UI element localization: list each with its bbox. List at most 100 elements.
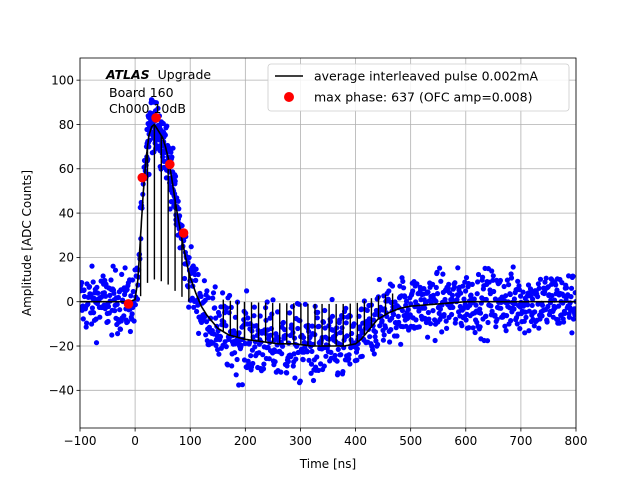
sample-point-40 xyxy=(93,340,100,346)
sample-point-1075 xyxy=(521,318,527,324)
sample-point-651 xyxy=(346,352,352,358)
sample-point-362 xyxy=(227,292,233,299)
sample-point-337 xyxy=(216,312,222,318)
sample-point-1119 xyxy=(539,302,546,308)
sample-point-759 xyxy=(391,311,397,318)
sample-point-72 xyxy=(107,292,113,298)
sample-point-575 xyxy=(315,309,321,315)
sample-point-646 xyxy=(344,333,350,339)
sample-point-864 xyxy=(434,269,440,275)
sample-point-307 xyxy=(204,288,210,294)
sample-point-1158 xyxy=(556,303,562,309)
sample-point-351 xyxy=(222,339,228,345)
max-phase-marker-4 xyxy=(178,228,189,238)
sample-point-328 xyxy=(213,315,219,321)
sample-point-724 xyxy=(376,276,382,283)
sample-point-34 xyxy=(91,295,97,301)
sample-point-1281 xyxy=(170,199,176,205)
sample-point-131 xyxy=(131,318,137,324)
sample-point-926 xyxy=(460,283,466,289)
sample-point-1095 xyxy=(530,296,536,302)
sample-point-442 xyxy=(260,352,266,358)
sample-point-969 xyxy=(477,310,484,316)
sample-point-518 xyxy=(291,351,297,357)
channel-label: Ch000 10dB xyxy=(109,101,186,116)
sample-point-1042 xyxy=(508,318,514,324)
sample-point-1232 xyxy=(153,100,159,106)
sample-point-886 xyxy=(443,318,449,324)
sample-point-30 xyxy=(89,305,95,311)
sample-point-986 xyxy=(484,338,491,344)
sample-point-1050 xyxy=(511,306,517,312)
sample-point-573 xyxy=(314,354,320,360)
sample-point-1177 xyxy=(563,285,570,291)
sample-point-934 xyxy=(463,317,469,323)
sample-point-1099 xyxy=(531,323,537,329)
sample-point-595 xyxy=(323,353,329,359)
sample-point-400 xyxy=(242,340,248,347)
sample-point-340 xyxy=(217,334,224,340)
sample-point-1170 xyxy=(561,319,567,325)
sample-point-591 xyxy=(321,363,327,369)
sample-point-924 xyxy=(459,323,465,329)
sample-point-101 xyxy=(119,271,125,277)
sample-point-285 xyxy=(195,302,201,308)
sample-point-935 xyxy=(463,275,470,281)
sample-point-561 xyxy=(309,348,315,354)
sample-point-1110 xyxy=(536,325,542,331)
sample-point-353 xyxy=(223,323,229,329)
sample-point-974 xyxy=(480,274,486,280)
sample-point-126 xyxy=(129,311,135,317)
sample-point-464 xyxy=(269,311,275,317)
sample-point-677 xyxy=(357,324,363,330)
sample-point-1000 xyxy=(490,273,496,279)
sample-point-19 xyxy=(85,301,91,307)
sample-point-1094 xyxy=(529,302,535,308)
sample-point-366 xyxy=(228,304,234,310)
sample-point-109 xyxy=(122,265,128,271)
sample-point-670 xyxy=(354,357,360,363)
sample-point-1237 xyxy=(155,105,161,111)
sample-point-520 xyxy=(292,375,298,381)
sample-point-607 xyxy=(328,349,334,355)
sample-point-29 xyxy=(89,263,95,269)
sample-point-62 xyxy=(103,293,109,299)
sample-point-1184 xyxy=(566,314,573,320)
sample-point-1198 xyxy=(572,290,576,296)
sample-point-106 xyxy=(121,313,127,319)
sample-point-354 xyxy=(223,344,229,350)
legend-entry-max-phase: max phase: 637 (OFC amp=0.008) xyxy=(314,90,532,105)
sample-point-820 xyxy=(416,308,422,314)
sample-point-987 xyxy=(485,319,491,326)
sample-point-68 xyxy=(105,318,111,325)
sample-point-767 xyxy=(394,333,400,339)
legend-entry-average: average interleaved pulse 0.002mA xyxy=(314,69,539,84)
sample-point-1114 xyxy=(537,276,544,282)
sample-point-653 xyxy=(347,361,353,367)
sample-point-490 xyxy=(279,343,286,349)
y-axis-ticks: −40 −20 0 20 40 60 80 100 xyxy=(49,73,80,398)
sample-point-994 xyxy=(488,303,494,309)
x-tick-label: 500 xyxy=(399,434,422,448)
sample-point-736 xyxy=(381,332,387,338)
sample-point-873 xyxy=(438,278,444,284)
sample-point-883 xyxy=(442,296,448,303)
sample-point-1190 xyxy=(569,330,575,336)
sample-point-1253 xyxy=(160,120,166,127)
sample-point-384 xyxy=(236,382,242,388)
max-phase-marker-1 xyxy=(137,172,148,183)
sample-point-123 xyxy=(128,293,134,299)
sample-point-891 xyxy=(445,285,451,291)
sample-point-872 xyxy=(437,306,443,312)
sample-point-956 xyxy=(472,329,478,336)
sample-point-861 xyxy=(433,298,439,304)
sample-point-540 xyxy=(300,357,306,363)
sample-point-516 xyxy=(290,363,296,369)
sample-point-790 xyxy=(403,298,410,304)
sample-point-1107 xyxy=(535,294,541,300)
sample-point-771 xyxy=(396,319,402,325)
sample-point-498 xyxy=(283,332,289,338)
sample-point-783 xyxy=(401,285,407,291)
sample-point-747 xyxy=(386,288,392,294)
sample-point-69 xyxy=(105,303,112,310)
